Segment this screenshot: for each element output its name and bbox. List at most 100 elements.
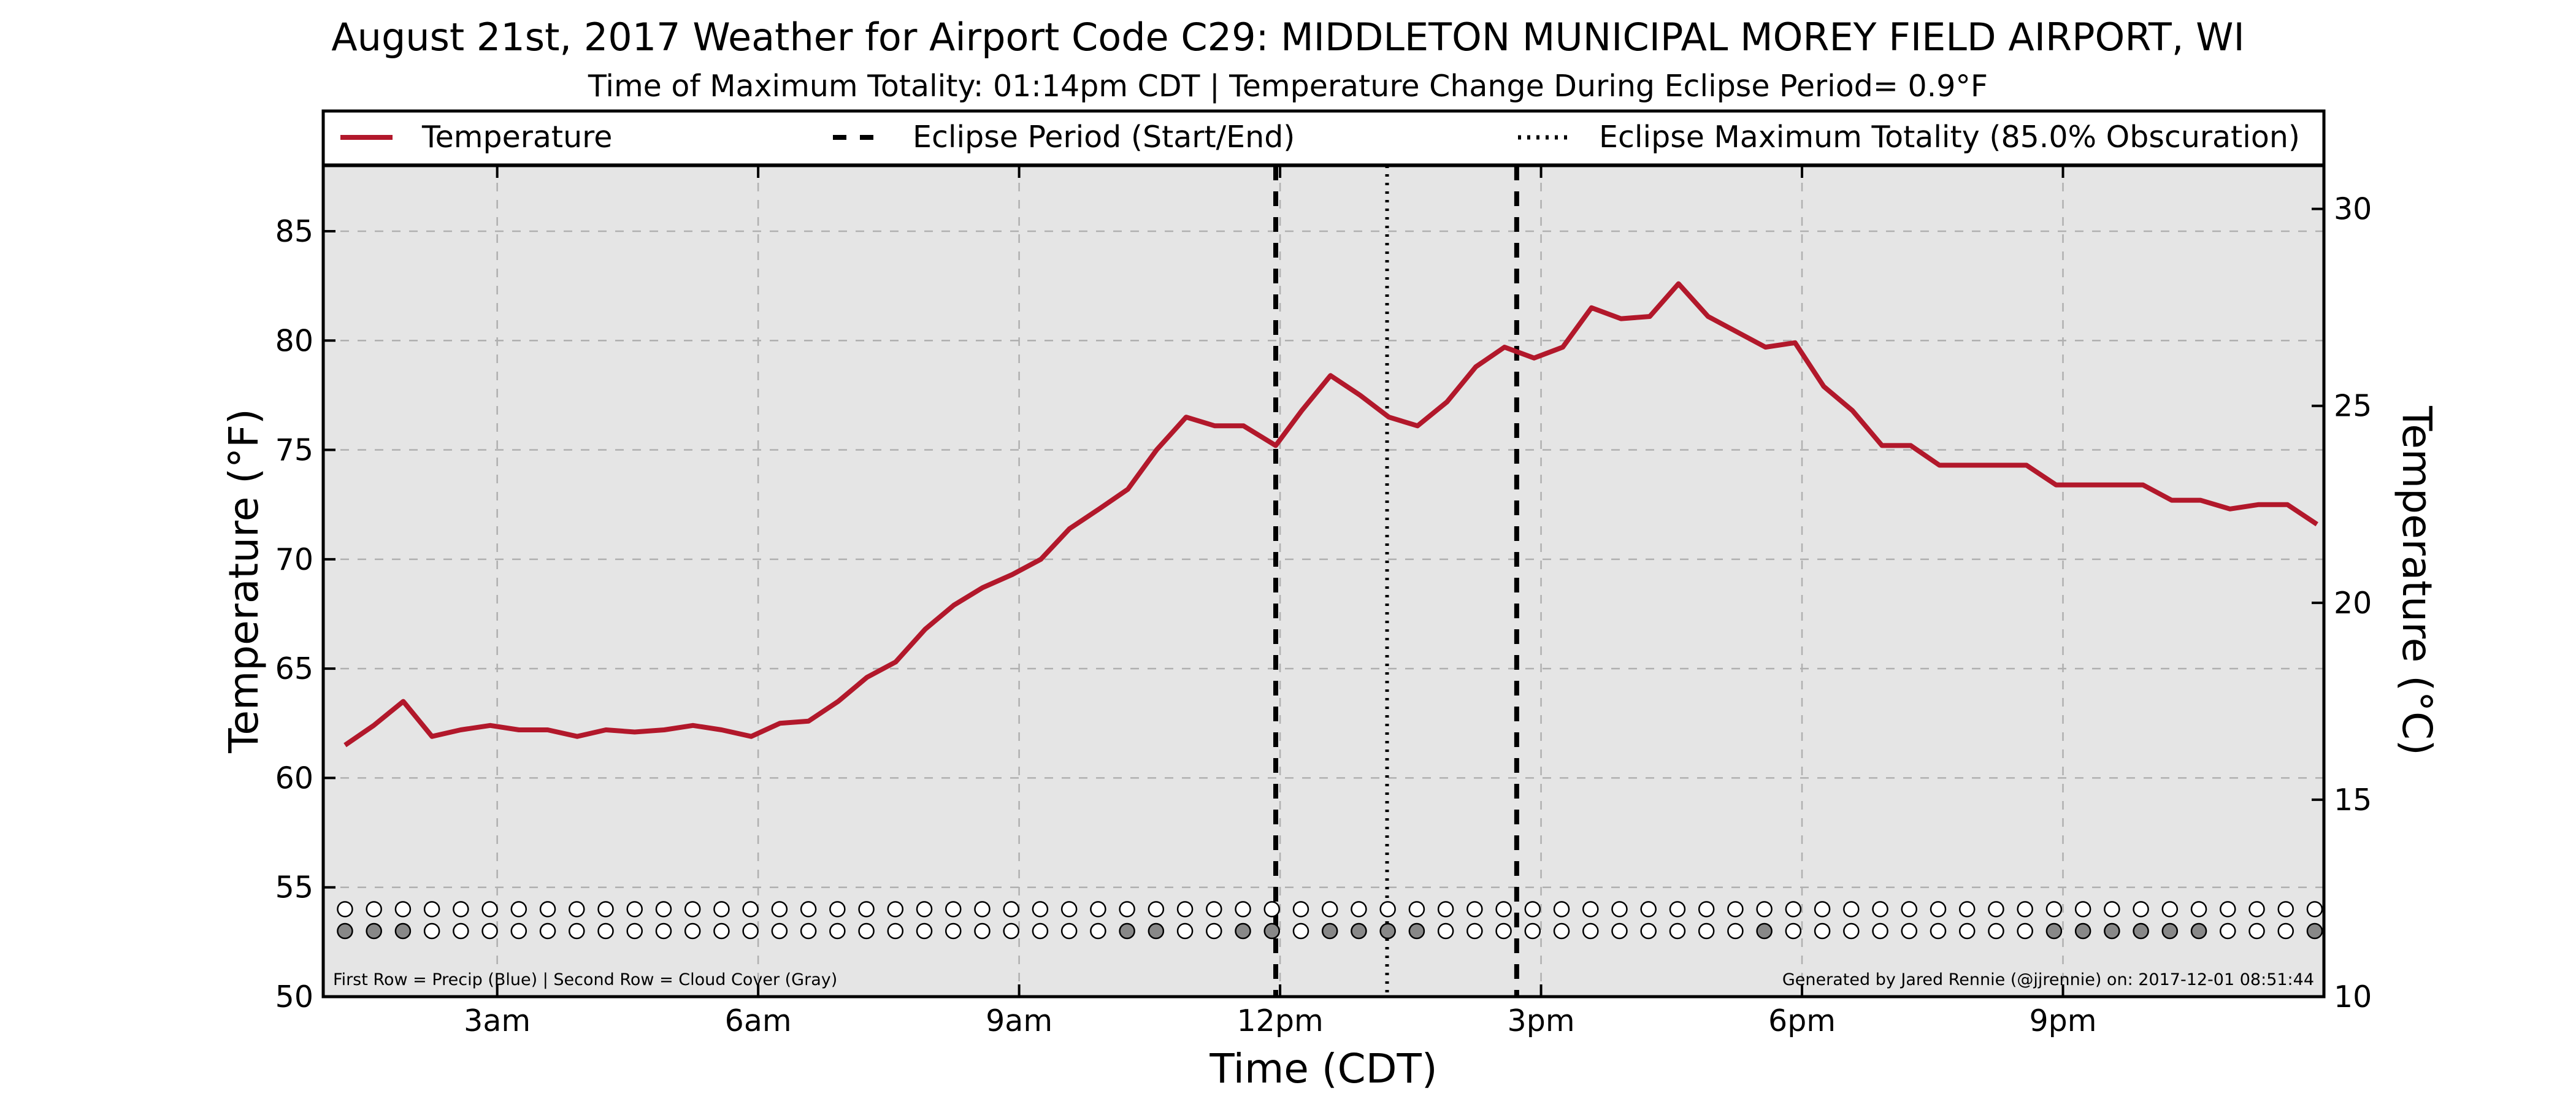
cloud-cover-marker: [1930, 922, 1947, 940]
precip-marker: [1640, 901, 1657, 918]
cloud-cover-marker: [2220, 922, 2236, 940]
precip-marker: [1785, 901, 1802, 918]
precip-marker: [2190, 901, 2207, 918]
precip-marker: [1206, 901, 1222, 918]
cloud-cover-marker: [1235, 922, 1251, 940]
precip-marker: [742, 901, 759, 918]
cloud-cover-marker: [1843, 922, 1860, 940]
cloud-cover-marker: [916, 922, 933, 940]
cloud-cover-marker: [1060, 922, 1078, 940]
eclipse-lines: [1273, 166, 1519, 997]
precip-marker: [423, 901, 440, 918]
precip-marker: [945, 901, 962, 918]
cloud-cover-marker: [2277, 922, 2294, 940]
precip-marker: [2248, 901, 2265, 918]
cloud-cover-marker: [1524, 922, 1541, 940]
precip-marker: [1176, 901, 1194, 918]
precip-marker: [1148, 901, 1165, 918]
x-tick-label: 6pm: [1768, 1003, 1836, 1038]
precip-marker: [1611, 901, 1628, 918]
x-tick-label: 6am: [725, 1003, 792, 1038]
precip-marker: [453, 901, 469, 918]
cloud-cover-marker: [684, 922, 701, 940]
precip-marker: [366, 901, 382, 918]
precip-marker: [539, 901, 556, 918]
cloud-cover-marker: [1640, 922, 1657, 940]
cloud-cover-marker: [539, 922, 556, 940]
x-tick-label: 12pm: [1236, 1003, 1323, 1038]
chart-subtitle: Time of Maximum Totality: 01:14pm CDT | …: [588, 69, 1988, 104]
precip-marker: [1814, 901, 1831, 918]
cloud-cover-marker: [1119, 922, 1135, 940]
cloud-cover-marker: [1003, 922, 1019, 940]
legend-box: [321, 109, 2326, 167]
precip-marker: [1379, 901, 1396, 918]
grid: [323, 166, 2324, 997]
cloud-cover-marker: [2045, 922, 2063, 940]
precip-marker: [974, 901, 991, 918]
precip-marker: [1119, 901, 1135, 918]
y2-axis-label: Temperature (°C): [2393, 405, 2440, 756]
y-tick-label: 80: [275, 323, 313, 358]
y-tick-label: 70: [275, 542, 313, 577]
precip-marker: [1756, 901, 1773, 918]
precip-marker: [1032, 901, 1049, 918]
temperature-series: [343, 281, 2318, 748]
cloud-cover-marker: [1756, 922, 1773, 940]
precip-marker: [2277, 901, 2294, 918]
y-tick-label: 65: [275, 651, 313, 686]
precip-marker: [2017, 901, 2033, 918]
precip-marker: [1524, 901, 1541, 918]
cloud-cover-marker: [1495, 922, 1512, 940]
cloud-cover-marker: [1553, 922, 1570, 940]
legend-temperature-label: Temperature: [421, 120, 612, 155]
cloud-cover-marker: [1814, 922, 1831, 940]
precip-marker: [569, 901, 585, 918]
plot-area: [323, 166, 2324, 997]
precip-marker: [1003, 901, 1019, 918]
temperature-line: [343, 281, 2318, 748]
cloud-cover-marker: [453, 922, 469, 940]
precip-marker: [481, 901, 498, 918]
precip-marker: [684, 901, 701, 918]
cloud-cover-marker: [1148, 922, 1165, 940]
precip-marker: [858, 901, 875, 918]
precip-marker: [1669, 901, 1686, 918]
precip-marker: [1321, 901, 1338, 918]
precip-marker: [2104, 901, 2120, 918]
cloud-cover-marker: [1206, 922, 1222, 940]
precip-marker: [1872, 901, 1888, 918]
precip-marker: [1292, 901, 1309, 918]
cloud-cover-marker: [829, 922, 846, 940]
precip-marker: [771, 901, 788, 918]
cloud-cover-marker: [1901, 922, 1918, 940]
cloud-cover-marker: [337, 922, 353, 940]
cloud-cover-marker: [1958, 922, 1976, 940]
precip-marker: [1060, 901, 1078, 918]
cloud-cover-marker: [2161, 922, 2179, 940]
x-tick-label: 9am: [986, 1003, 1052, 1038]
legend-eclipse-period-label: Eclipse Period (Start/End): [913, 120, 1295, 155]
footnote-left: First Row = Precip (Blue) | Second Row =…: [333, 970, 837, 989]
precip-marker: [1263, 901, 1281, 918]
y-tick-label: 50: [275, 979, 313, 1014]
cloud-cover-marker: [742, 922, 759, 940]
cloud-cover-marker: [1437, 922, 1454, 940]
cloud-cover-marker: [2133, 922, 2149, 940]
cloud-cover-marker: [481, 922, 498, 940]
y2-tick-label: 30: [2334, 192, 2372, 227]
cloud-cover-marker: [1698, 922, 1715, 940]
precip-marker: [1727, 901, 1744, 918]
precip-marker: [916, 901, 933, 918]
cloud-cover-marker: [945, 922, 962, 940]
legend-max-totality-label: Eclipse Maximum Totality (85.0% Obscurat…: [1599, 120, 2300, 155]
precip-marker: [2074, 901, 2091, 918]
cloud-cover-marker: [1090, 922, 1106, 940]
cloud-cover-marker: [1176, 922, 1194, 940]
cloud-cover-marker: [800, 922, 817, 940]
precip-marker: [655, 901, 672, 918]
y2-tick-label: 20: [2334, 586, 2372, 621]
cloud-cover-marker: [974, 922, 991, 940]
precip-marker: [337, 901, 353, 918]
